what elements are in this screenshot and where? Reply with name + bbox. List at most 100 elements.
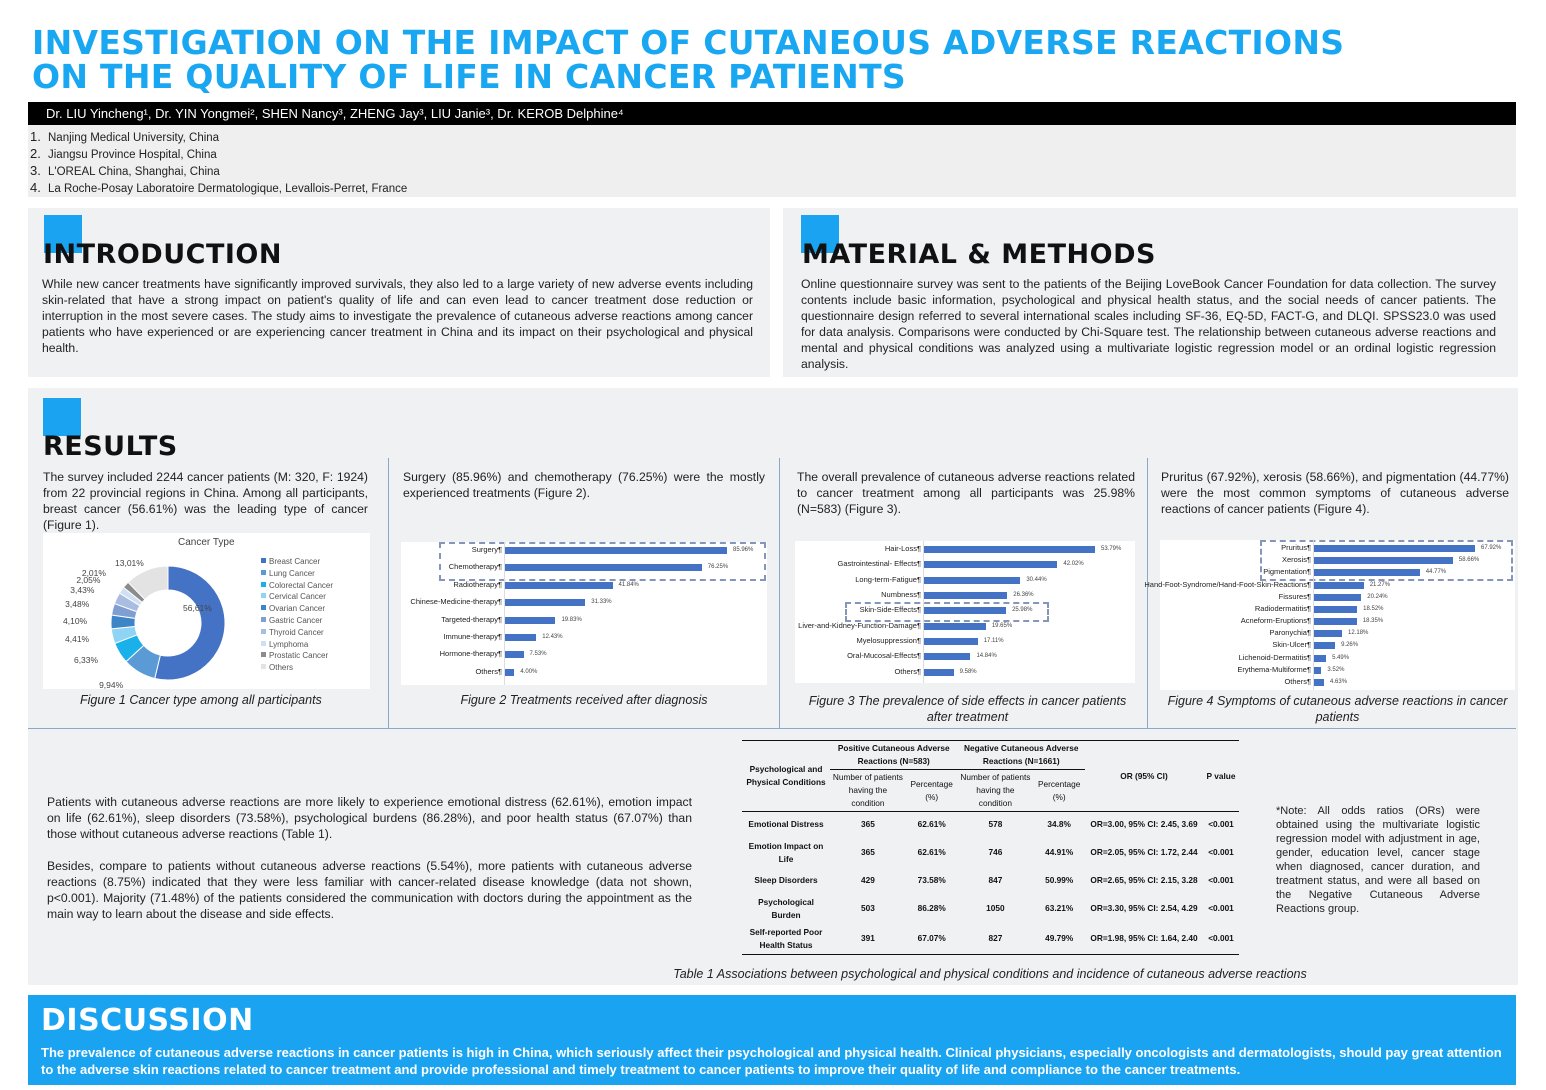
slice-label: 9,94% [99,679,124,690]
row-divider [28,728,1516,729]
table-row: Psychological Burden 503 86.28% 1050 63.21% O… [742,894,1239,924]
bar-value-label: 12.43% [542,633,563,640]
affiliation: 1. Nanjing Medical University, China [30,129,220,144]
figure-4-caption: Figure 4 Symptoms of cutaneous adverse r… [1167,694,1508,724]
bar-label: Liver-and-Kidney-Function-Damage¶ [798,620,921,630]
col-header-positive: Positive Cutaneous Adverse Reactions (N=… [830,740,958,770]
bar-row: Fissures¶ 20.24% [1160,591,1515,605]
bar [923,622,986,630]
table-cell: <0.001 [1208,903,1234,913]
table-cell: 67.07% [917,933,946,943]
table-row: Emotion Impact on Life 365 62.61% 746 44.91%… [742,838,1239,868]
bar-label: Pigmentation¶ [1263,567,1311,577]
slice-label: 2,01% [81,568,106,579]
bar-value-label: 4.63% [1330,678,1348,685]
highlight-box [439,542,766,581]
section-marker [43,398,81,436]
legend-item: Thyroid Cancer [261,628,324,638]
legend-label: Cervical Cancer [269,592,326,602]
donut-slice [154,565,226,681]
bar [1313,605,1358,613]
col-header-or: OR (95% CI) [1120,770,1168,781]
slice-label: 3,43% [70,585,95,596]
bar-row: Erythema-Multiforme¶ 3.52% [1160,664,1515,678]
bar-label: Oral-Mucosal-Effects¶ [847,651,921,661]
legend-item: Colorectal Cancer [261,581,333,591]
col-header-number: Number of patients having the condition [832,772,903,808]
slice-label: 4,41% [65,634,90,644]
bar [923,668,954,676]
bar [504,564,702,572]
col-header-negative: Negative Cutaneous Adverse Reactions (N=… [957,740,1085,770]
col-header-percentage: Percentage (%) [910,778,953,802]
bar-label: Hand-Foot-Syndrome/Hand-Foot-Skin-Reacti… [1144,579,1311,589]
legend-item: Gastric Cancer [261,616,322,626]
bar-label: Immune-therapy¶ [443,631,502,641]
legend-label: Prostatic Cancer [269,651,329,661]
col-header-p: P value [1206,770,1236,781]
bar-value-label: 18.35% [1362,618,1384,624]
bar-label: Targeted-therapy¶ [441,614,502,624]
table-row: Self-reported Poor Health Status 391 67.07… [742,924,1239,954]
legend-item: Cervical Cancer [261,592,326,602]
bar-label: Paronychia¶ [1269,628,1311,638]
legend-item: Others [261,663,293,673]
legend-swatch [261,569,266,575]
donut-slice [127,565,169,601]
axis-line [923,541,924,683]
bar-label: Pruritus¶ [1281,543,1311,552]
table-cell: <0.001 [1208,847,1234,857]
bar-row: Hand-Foot-Syndrome/Hand-Foot-Skin-Reacti… [1144,579,1515,593]
bar-row: Lichenoid-Dermatitis¶ 5.49% [1160,652,1515,666]
col-header-condition: Psychological and Physical Conditions [746,764,826,787]
results-col3-text: The overall prevalence of cutaneous adve… [797,470,1135,516]
bar-label: Surgery¶ [471,545,502,554]
bar-row: Chinese-Medicine-therapy¶ 31.33% [401,596,767,610]
bar-label: Erythema-Multiforme¶ [1237,664,1311,674]
bar-label: Hormone-therapy¶ [439,649,502,659]
slice-label: 2,05% [76,574,101,585]
bar-label: Radiotherapy¶ [453,579,502,589]
bar [1313,618,1357,625]
table-1: Psychological and Physical Conditions Po… [742,740,1239,955]
poster-title: INVESTIGATION ON THE IMPACT OF CUTANEOUS… [32,26,1432,94]
bar-label: Xerosis¶ [1281,555,1311,565]
table-cell: 365 [861,819,875,830]
bar-row: Acneform-Eruptions¶ 18.35% [1160,615,1515,629]
bar-value-label: 19.83% [561,616,582,623]
bar-row: Targeted-therapy¶ 19.83% [401,614,767,628]
bar-row: Liver-and-Kidney-Function-Damage¶ 19.65% [795,620,1135,634]
bar [1313,642,1336,650]
bar-row: Pigmentation¶ 44.77% [1160,566,1515,580]
discussion-text: The prevalence of cutaneous adverse reac… [41,1045,1502,1077]
legend-label: Lung Cancer [269,568,315,578]
legend-swatch [261,664,266,670]
bar-value-label: 17.11% [983,638,1004,644]
table-cell: Psychological Burden [758,896,814,920]
bar-value-label: 26.36% [1013,592,1034,598]
bar-label: Acneform-Eruptions¶ [1240,616,1311,625]
bar-value-label: 7.53% [529,651,547,658]
table-cell: OR=1.98, 95% CI: 1.64, 2.40 [1090,933,1198,943]
discussion-panel: DISCUSSION The prevalence of cutaneous a… [28,995,1516,1085]
bar-row: Hormone-therapy¶ 7.53% [401,648,767,662]
figure-4-bar-chart: Pruritus¶ 67.92% Xerosis¶ 58.66% Pigmentatio… [1144,540,1515,690]
bar-value-label: 5.49% [1332,654,1350,661]
bar-label: Others¶ [1284,676,1311,686]
bar-row: Skin-Ulcer¶ 9.26% [1160,639,1515,653]
bar-value-label: 67.92% [1481,545,1502,551]
bar-value-label: 41.84% [618,581,639,588]
bar-row: Skin-Side-Effects¶ 25.98% [795,604,1135,618]
col-header-number: Number of patients having the condition [960,772,1031,808]
bar-label: Myelosuppression¶ [856,636,921,645]
bar [504,616,556,624]
bar-row: Numbness¶ 26.36% [795,589,1135,603]
bar [1313,678,1325,686]
table-cell: 62.61% [917,847,946,857]
bar [923,653,971,661]
bar [1313,581,1364,589]
axis-line [504,542,505,685]
bar-value-label: 14.84% [976,653,997,660]
bar-value-label: 12.18% [1348,630,1369,637]
bar-value-label: 76.25% [707,564,729,571]
